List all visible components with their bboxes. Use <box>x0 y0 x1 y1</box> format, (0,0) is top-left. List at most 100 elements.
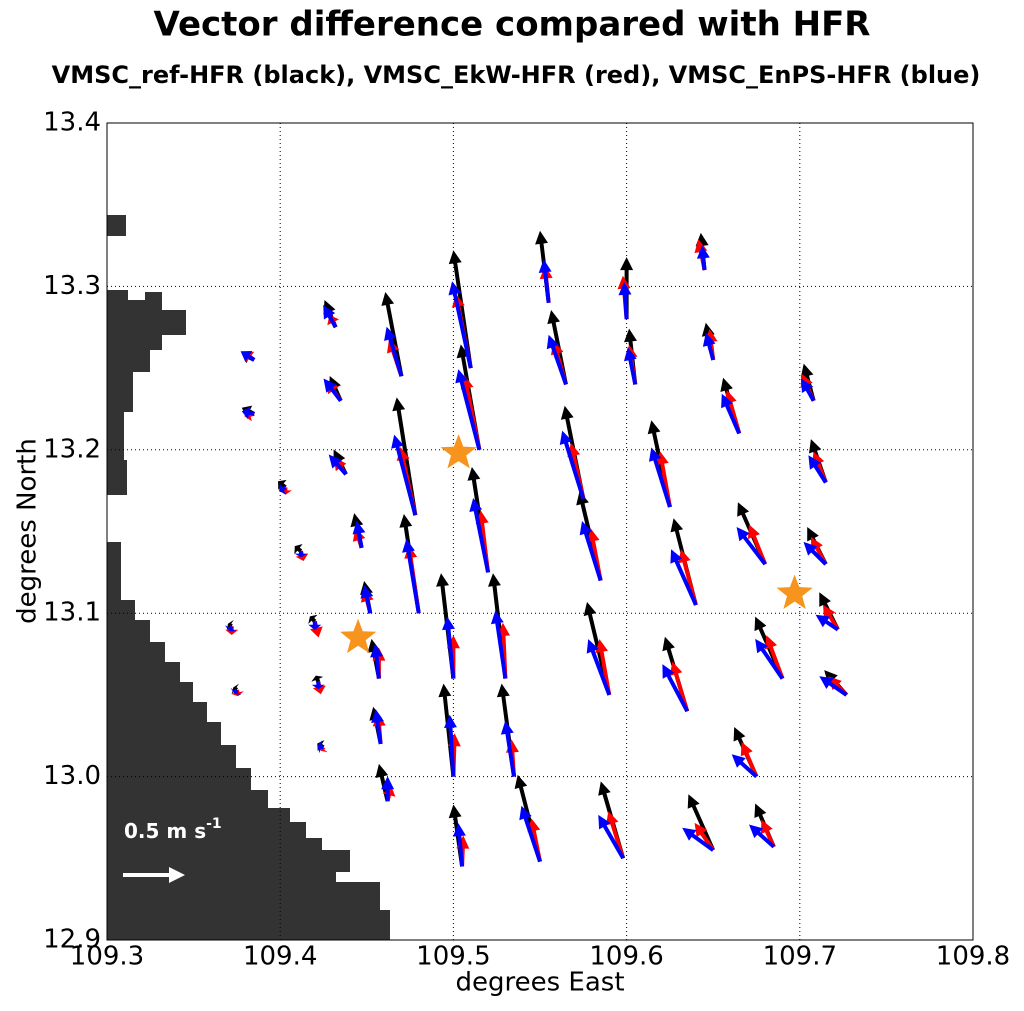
land-mask <box>107 215 390 940</box>
vector-arrow <box>328 454 348 476</box>
vector-arrow <box>669 661 690 712</box>
vector-arrow <box>371 709 384 745</box>
star-marker <box>440 434 477 469</box>
vector-arrow <box>618 281 632 320</box>
x-axis-label: degrees East <box>455 968 624 998</box>
land <box>107 290 186 495</box>
vector-arrow <box>352 520 366 549</box>
vector-arrow <box>559 430 586 500</box>
x-tick-label: 109.5 <box>416 942 490 972</box>
y-axis-label: degrees North <box>13 438 43 624</box>
vector-arrow <box>764 635 785 680</box>
vector-arrow <box>442 616 456 679</box>
vector-arrow <box>815 614 839 632</box>
vector-arrow <box>370 643 384 679</box>
x-tick-label: 109.6 <box>589 942 663 972</box>
vector-arrow <box>579 521 603 582</box>
vector-arrow <box>497 622 510 679</box>
vector-arrow <box>500 720 516 777</box>
chart-subtitle: VMSC_ref-HFR (black), VMSC_EkW-HFR (red)… <box>52 61 981 89</box>
vector-arrow <box>546 334 568 386</box>
vector-arrow <box>241 406 255 420</box>
vector-arrow <box>381 776 395 802</box>
x-tick-label: 109.4 <box>243 942 317 972</box>
vector-arrow <box>226 619 234 631</box>
vector-arrow <box>747 524 767 565</box>
vector-arrow <box>453 823 466 867</box>
vector-arrow <box>760 819 776 848</box>
vector-arrow <box>224 625 237 632</box>
vector-arrow <box>606 811 625 859</box>
vector-arrow <box>678 549 698 606</box>
vector-arrow <box>749 824 776 849</box>
vector-arrow <box>519 805 542 863</box>
vector-arrow <box>278 487 292 495</box>
vector-arrow <box>812 451 828 484</box>
vector-arrow <box>384 326 404 377</box>
vector-arrow <box>696 245 710 271</box>
star-marker <box>776 574 813 609</box>
y-tick-label: 12.9 <box>43 925 101 955</box>
vector-arrow <box>740 741 759 778</box>
y-tick-label: 13.0 <box>43 761 101 791</box>
vector-arrow <box>595 639 612 696</box>
vector-arrow <box>538 259 552 303</box>
vector-arrow <box>823 604 840 631</box>
reference-label-text: 0.5 m s <box>124 819 206 843</box>
y-tick-label: 13.1 <box>43 598 101 628</box>
vector-arrow <box>649 447 672 508</box>
vector-arrow <box>736 527 767 566</box>
vector-arrow <box>310 620 323 638</box>
vector-arrow <box>323 378 343 402</box>
vector-arrow <box>819 676 848 697</box>
vector-arrow <box>311 681 325 690</box>
vector-arrow <box>391 434 418 516</box>
vector-arrow <box>702 332 716 361</box>
vector-arrow <box>360 584 374 614</box>
vector-arrow <box>598 814 625 860</box>
vector-arrow <box>810 536 828 566</box>
x-tick-label: 109.7 <box>763 942 837 972</box>
vector-arrow <box>694 822 715 852</box>
vector-arrow <box>731 754 758 779</box>
vector-arrow <box>230 687 242 696</box>
vector-arrow <box>755 638 785 680</box>
vector-arrow <box>311 675 324 683</box>
vector-arrow <box>448 281 473 369</box>
vector-arrow <box>682 827 715 852</box>
land <box>107 542 390 940</box>
vector-arrow <box>240 351 256 362</box>
vector-arrow <box>279 483 287 495</box>
y-tick-label: 13.3 <box>43 271 101 301</box>
vector-arrow <box>490 610 508 679</box>
chart-title: Vector difference compared with HFR <box>153 5 870 45</box>
vector-arrow <box>294 551 308 558</box>
y-tick-label: 13.4 <box>43 108 101 138</box>
y-tick-label: 13.2 <box>43 434 101 464</box>
vector-arrow <box>624 347 638 385</box>
vector-arrow <box>323 304 338 329</box>
vector-arrow <box>308 621 322 630</box>
x-tick-label: 109.3 <box>70 942 144 972</box>
vector-arrow <box>586 639 612 696</box>
reference-label: 0.5 m s-1 <box>124 816 222 843</box>
vector-arrow <box>803 541 828 566</box>
reference-label-sup: -1 <box>206 816 222 832</box>
vector-arrow <box>455 369 482 451</box>
vector-arrow <box>469 498 490 573</box>
vector-arrow <box>317 740 324 754</box>
star-marker <box>340 618 377 654</box>
vector-arrow <box>294 544 303 555</box>
vector-arrow <box>670 549 698 606</box>
vector-arrow <box>687 794 715 851</box>
vector-arrow <box>662 664 689 713</box>
vector-arrow <box>801 378 816 402</box>
land <box>107 215 126 236</box>
vector-arrow <box>655 451 672 508</box>
vector-arrow <box>402 538 421 614</box>
x-tick-label: 109.8 <box>936 942 1010 972</box>
vector-arrow <box>308 614 318 624</box>
reference-arrow <box>123 867 185 883</box>
vector-arrow <box>444 714 457 777</box>
